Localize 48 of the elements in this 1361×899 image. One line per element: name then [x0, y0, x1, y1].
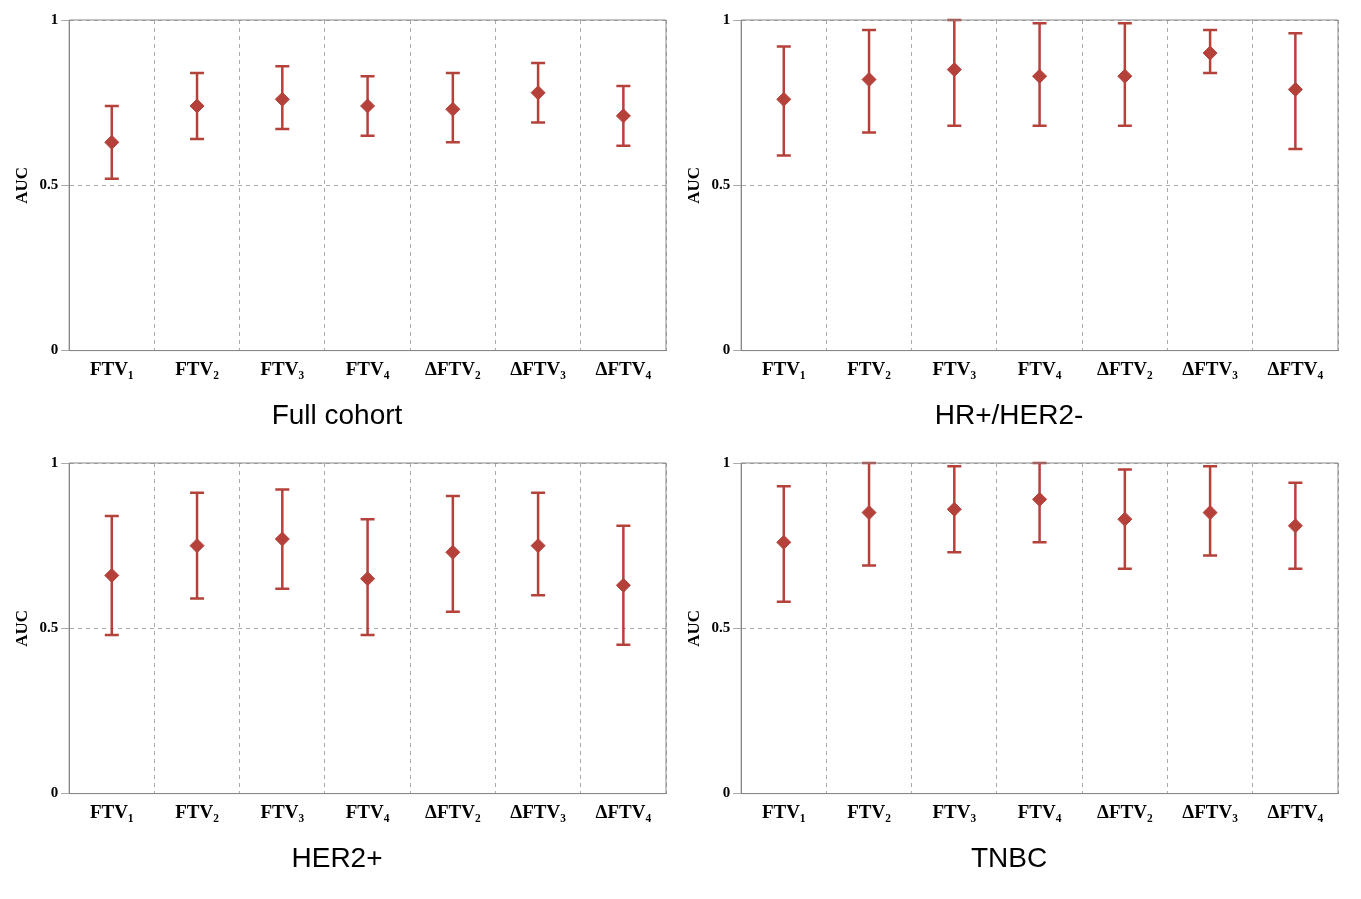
x-tick-label: ΔFTV₂ [425, 357, 481, 379]
x-tick-label: ΔFTV₄ [1267, 357, 1324, 379]
y-tick-label: 0 [50, 784, 59, 801]
y-tick-label: 0.5 [711, 619, 731, 636]
x-tick-label: FTV₃ [932, 800, 977, 822]
x-tick-label: FTV₂ [847, 357, 892, 379]
y-tick-label: 0.5 [711, 176, 731, 193]
x-tick-label: FTV₄ [1017, 357, 1062, 379]
x-tick-label: FTV₁ [89, 800, 134, 822]
x-tick-label: FTV₂ [175, 800, 220, 822]
y-tick-label: 0 [722, 341, 731, 358]
y-tick-label: 1 [50, 453, 59, 470]
x-tick-label: ΔFTV₃ [510, 357, 567, 379]
text: Full cohort [271, 398, 403, 430]
x-tick-label: ΔFTV₃ [1182, 357, 1239, 379]
y-tick-label: 0 [722, 784, 731, 801]
x-tick-label: ΔFTV₃ [510, 800, 567, 822]
x-tick-label: FTV₂ [175, 357, 220, 379]
x-tick-label: FTV₃ [260, 357, 305, 379]
x-tick-label: FTV₁ [761, 800, 806, 822]
x-tick-label: FTV₁ [761, 357, 806, 379]
text: HR+/HER2- [934, 398, 1084, 430]
x-tick-label: FTV₁ [89, 357, 134, 379]
y-tick-label: 0.5 [39, 176, 59, 193]
y-axis-title: AUC [11, 166, 31, 204]
text: TNBC [970, 841, 1048, 873]
y-tick-label: 1 [50, 10, 59, 27]
x-tick-label: ΔFTV₄ [595, 800, 652, 822]
x-tick-label: ΔFTV₃ [1182, 800, 1239, 822]
x-tick-label: ΔFTV₂ [1097, 800, 1153, 822]
y-tick-label: 0.5 [39, 619, 59, 636]
y-tick-label: 1 [722, 10, 731, 27]
x-tick-label: ΔFTV₂ [1097, 357, 1153, 379]
x-tick-label: FTV₃ [932, 357, 977, 379]
y-tick-label: 0 [50, 341, 59, 358]
x-tick-label: FTV₄ [345, 800, 390, 822]
x-tick-label: ΔFTV₄ [595, 357, 652, 379]
x-tick-label: ΔFTV₂ [425, 800, 481, 822]
y-axis-title: AUC [683, 609, 703, 647]
x-tick-label: FTV₂ [847, 800, 892, 822]
x-tick-label: FTV₃ [260, 800, 305, 822]
y-axis-title: AUC [11, 609, 31, 647]
x-tick-label: FTV₄ [1017, 800, 1062, 822]
y-tick-label: 1 [722, 453, 731, 470]
x-tick-label: ΔFTV₄ [1267, 800, 1324, 822]
x-tick-label: FTV₄ [345, 357, 390, 379]
text: HER2+ [291, 841, 383, 873]
y-axis-title: AUC [683, 166, 703, 204]
